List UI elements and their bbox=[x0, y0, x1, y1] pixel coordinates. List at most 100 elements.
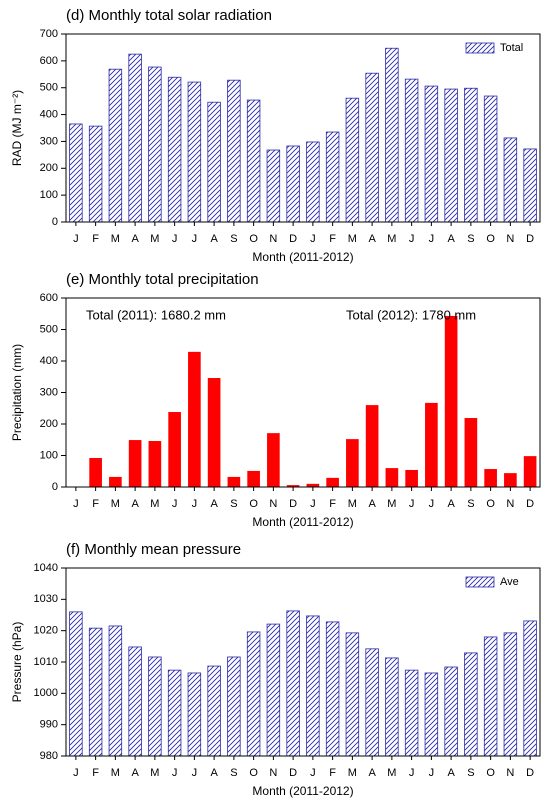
x-tick-label: J bbox=[73, 767, 79, 779]
y-tick-label: 300 bbox=[40, 135, 58, 147]
y-tick-label: 100 bbox=[40, 449, 58, 461]
bar bbox=[188, 351, 201, 487]
x-tick-label: O bbox=[486, 233, 495, 245]
bar bbox=[128, 440, 142, 487]
x-tick-label: F bbox=[92, 767, 99, 779]
x-tick-label: J bbox=[310, 767, 316, 779]
x-tick-label: J bbox=[172, 498, 178, 510]
x-tick-label: S bbox=[467, 498, 474, 510]
x-tick-label: J bbox=[409, 767, 415, 779]
x-tick-label: D bbox=[289, 767, 297, 779]
bar bbox=[504, 473, 517, 487]
bar bbox=[365, 72, 379, 223]
x-tick-label: J bbox=[429, 233, 435, 245]
x-tick-label: F bbox=[329, 233, 336, 245]
y-tick-label: 400 bbox=[40, 108, 58, 120]
y-tick-label: 500 bbox=[40, 82, 58, 94]
x-tick-label: M bbox=[387, 498, 396, 510]
x-tick-label: J bbox=[409, 498, 415, 510]
bar bbox=[109, 476, 122, 487]
x-tick-label: N bbox=[269, 498, 277, 510]
bar bbox=[464, 418, 478, 487]
x-tick-label: S bbox=[467, 767, 474, 779]
y-tick-label: 990 bbox=[40, 719, 58, 731]
x-tick-label: O bbox=[486, 767, 495, 779]
x-tick-label: J bbox=[310, 498, 316, 510]
bar bbox=[167, 669, 182, 757]
bar bbox=[168, 412, 181, 487]
y-tick-label: 0 bbox=[52, 481, 58, 493]
x-tick-label: J bbox=[73, 498, 79, 510]
y-tick-label: 100 bbox=[40, 189, 58, 201]
x-tick-label: M bbox=[387, 233, 396, 245]
y-tick-label: 1000 bbox=[34, 687, 58, 699]
bar bbox=[148, 66, 162, 223]
bar bbox=[306, 615, 320, 757]
y-tick-label: 1020 bbox=[34, 625, 58, 637]
x-tick-label: S bbox=[230, 498, 237, 510]
bar bbox=[424, 85, 439, 223]
bar bbox=[346, 439, 359, 487]
x-tick-label: M bbox=[348, 498, 357, 510]
bar bbox=[69, 611, 83, 757]
bar bbox=[108, 68, 123, 223]
bar bbox=[345, 632, 360, 757]
bar bbox=[227, 656, 241, 757]
bar bbox=[187, 672, 202, 757]
bar bbox=[88, 627, 103, 757]
bar bbox=[286, 610, 300, 757]
bar bbox=[484, 469, 497, 487]
bar bbox=[326, 477, 339, 487]
y-tick-label: 200 bbox=[40, 162, 58, 174]
x-tick-label: M bbox=[348, 767, 357, 779]
x-tick-label: A bbox=[447, 767, 455, 779]
legend-label: Ave bbox=[500, 576, 519, 588]
x-tick-label: N bbox=[269, 767, 277, 779]
x-tick-label: M bbox=[111, 767, 120, 779]
x-tick-label: M bbox=[111, 233, 120, 245]
plot-frame bbox=[65, 567, 541, 757]
bar bbox=[69, 123, 83, 223]
bar bbox=[404, 669, 419, 757]
x-tick-label: M bbox=[150, 767, 159, 779]
plot-frame bbox=[65, 297, 541, 488]
bar bbox=[365, 648, 379, 757]
x-tick-label: D bbox=[526, 233, 534, 245]
bar bbox=[306, 141, 320, 223]
x-tick-label: M bbox=[150, 498, 159, 510]
bar bbox=[207, 378, 221, 487]
x-tick-label: A bbox=[131, 498, 139, 510]
y-tick-label: 400 bbox=[40, 355, 58, 367]
annotation: Total (2012): 1780 mm bbox=[346, 307, 476, 322]
bar bbox=[227, 79, 241, 223]
bar bbox=[267, 433, 280, 487]
y-axis-label: Precipitation (mm) bbox=[10, 344, 24, 441]
x-tick-label: J bbox=[172, 767, 178, 779]
x-tick-label: A bbox=[447, 233, 455, 245]
bar bbox=[286, 485, 300, 487]
bar bbox=[266, 149, 281, 223]
x-tick-label: N bbox=[506, 233, 514, 245]
y-axis-label: Pressure (hPa) bbox=[10, 622, 24, 703]
x-tick-label: D bbox=[526, 767, 534, 779]
x-tick-label: J bbox=[73, 233, 79, 245]
bar bbox=[246, 99, 261, 223]
chart-title: (e) Monthly total precipitation bbox=[66, 271, 259, 288]
y-tick-label: 1030 bbox=[34, 593, 58, 605]
bar bbox=[385, 47, 399, 223]
y-tick-label: 1040 bbox=[34, 562, 58, 574]
x-tick-label: O bbox=[486, 498, 495, 510]
bar bbox=[523, 456, 537, 487]
x-tick-label: A bbox=[447, 498, 455, 510]
bar bbox=[89, 458, 102, 487]
bar bbox=[424, 672, 439, 757]
bar bbox=[444, 88, 458, 223]
bar bbox=[207, 665, 221, 757]
chart-title: (d) Monthly total solar radiation bbox=[66, 7, 272, 24]
x-tick-label: A bbox=[131, 233, 139, 245]
legend-swatch bbox=[465, 576, 495, 588]
x-tick-label: F bbox=[329, 498, 336, 510]
x-tick-label: J bbox=[192, 767, 198, 779]
x-tick-label: M bbox=[348, 233, 357, 245]
